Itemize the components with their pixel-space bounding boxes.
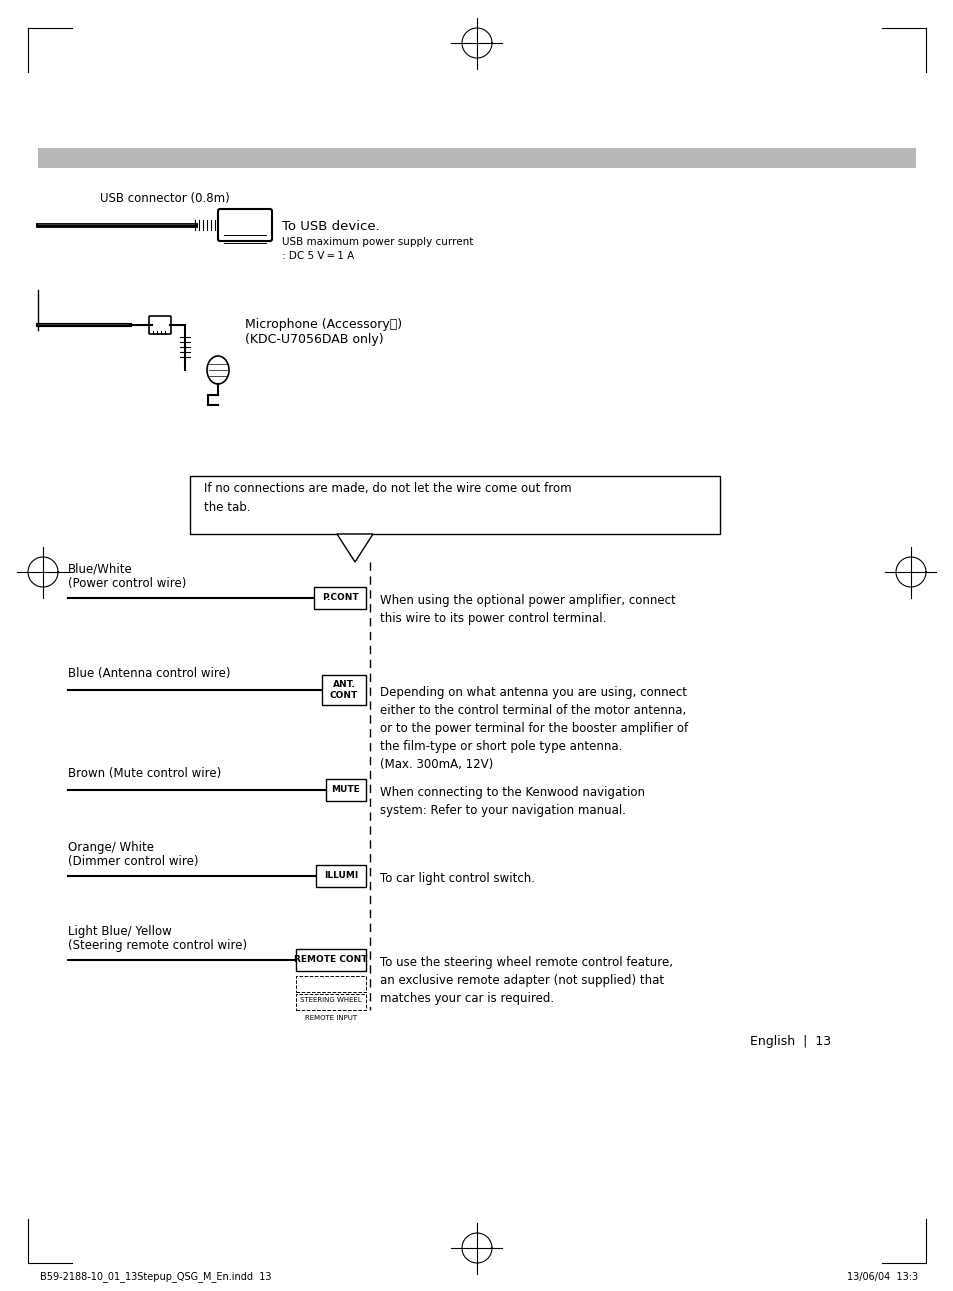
Ellipse shape bbox=[207, 356, 229, 383]
Text: STEERING WHEEL: STEERING WHEEL bbox=[300, 997, 361, 1003]
Text: English  |  13: English | 13 bbox=[749, 1035, 830, 1048]
Text: Brown (Mute control wire): Brown (Mute control wire) bbox=[68, 767, 221, 780]
Text: When using the optional power amplifier, connect
this wire to its power control : When using the optional power amplifier,… bbox=[379, 594, 675, 625]
Bar bbox=[322, 675, 366, 705]
Text: (KDC-U7056DAB only): (KDC-U7056DAB only) bbox=[245, 333, 383, 346]
Text: REMOTE INPUT: REMOTE INPUT bbox=[305, 1015, 356, 1021]
Text: MUTE: MUTE bbox=[332, 785, 360, 794]
Text: 13/06/04  13:3: 13/06/04 13:3 bbox=[846, 1272, 917, 1282]
Bar bbox=[314, 587, 366, 609]
FancyBboxPatch shape bbox=[218, 209, 272, 241]
Text: To USB device.: To USB device. bbox=[282, 219, 379, 232]
Text: ANT.
CONT: ANT. CONT bbox=[330, 680, 357, 700]
FancyBboxPatch shape bbox=[149, 316, 171, 334]
Text: ILLUMI: ILLUMI bbox=[323, 871, 357, 880]
Text: To car light control switch.: To car light control switch. bbox=[379, 871, 535, 886]
Text: Light Blue/ Yellow: Light Blue/ Yellow bbox=[68, 924, 172, 939]
Text: Blue/White: Blue/White bbox=[68, 563, 132, 576]
Bar bbox=[38, 148, 915, 168]
Text: When connecting to the Kenwood navigation
system: Refer to your navigation manua: When connecting to the Kenwood navigatio… bbox=[379, 786, 644, 817]
Text: Orange/ White: Orange/ White bbox=[68, 840, 153, 855]
Text: USB connector (0.8m): USB connector (0.8m) bbox=[100, 192, 230, 205]
Text: B59-2188-10_01_13Stepup_QSG_M_En.indd  13: B59-2188-10_01_13Stepup_QSG_M_En.indd 13 bbox=[40, 1272, 272, 1282]
Text: (Dimmer control wire): (Dimmer control wire) bbox=[68, 855, 198, 868]
Text: To use the steering wheel remote control feature,
an exclusive remote adapter (n: To use the steering wheel remote control… bbox=[379, 957, 672, 1004]
Polygon shape bbox=[336, 534, 373, 562]
Bar bbox=[326, 778, 366, 800]
Text: USB maximum power supply current: USB maximum power supply current bbox=[282, 238, 473, 247]
Bar bbox=[295, 949, 366, 971]
Text: Microphone (Accessoryⓤ): Microphone (Accessoryⓤ) bbox=[245, 318, 402, 330]
Text: (Power control wire): (Power control wire) bbox=[68, 577, 186, 590]
Text: : DC 5 V ═ 1 A: : DC 5 V ═ 1 A bbox=[282, 250, 354, 261]
Bar bbox=[190, 476, 720, 534]
Bar bbox=[295, 976, 366, 991]
Bar bbox=[295, 994, 366, 1010]
Text: P.CONT: P.CONT bbox=[321, 594, 358, 603]
Text: If no connections are made, do not let the wire come out from
the tab.: If no connections are made, do not let t… bbox=[204, 482, 571, 514]
Bar bbox=[315, 865, 366, 887]
Text: REMOTE CONT: REMOTE CONT bbox=[294, 955, 367, 964]
Text: Depending on what antenna you are using, connect
either to the control terminal : Depending on what antenna you are using,… bbox=[379, 686, 687, 771]
Text: Blue (Antenna control wire): Blue (Antenna control wire) bbox=[68, 667, 231, 680]
Text: (Steering remote control wire): (Steering remote control wire) bbox=[68, 939, 247, 951]
